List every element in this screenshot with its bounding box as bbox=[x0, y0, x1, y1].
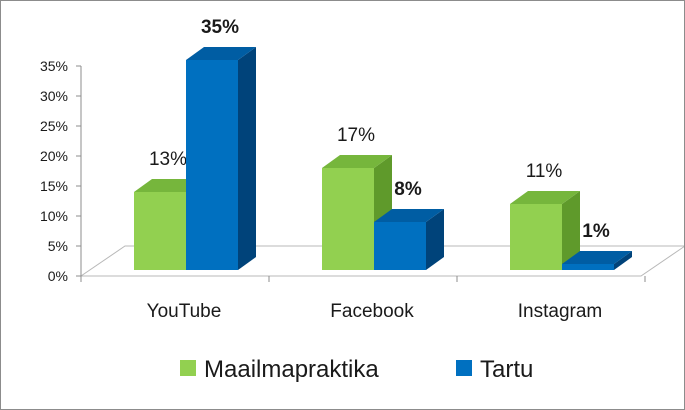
data-label: 1% bbox=[582, 221, 610, 242]
bar-side-face bbox=[238, 47, 256, 270]
bar-top-face bbox=[562, 251, 632, 264]
y-tick-label: 5% bbox=[48, 238, 68, 254]
bar-front-face bbox=[322, 168, 374, 270]
bar-side-face bbox=[426, 209, 444, 270]
bar-top-face bbox=[510, 191, 580, 204]
y-tick-label: 0% bbox=[48, 268, 68, 284]
data-label: 17% bbox=[337, 125, 375, 146]
x-category-label: Facebook bbox=[330, 301, 414, 322]
legend-item-maailmapraktika: Maailmapraktika bbox=[180, 356, 379, 383]
bar-tartu-facebook bbox=[374, 209, 444, 270]
bar-side-face bbox=[614, 251, 632, 270]
legend-label: Tartu bbox=[480, 356, 533, 383]
legend-item-tartu: Tartu bbox=[456, 356, 533, 383]
legend-label: Maailmapraktika bbox=[204, 356, 379, 383]
x-category-label: Instagram bbox=[518, 301, 602, 322]
bar-maailmapraktika-instagram bbox=[510, 191, 580, 270]
data-label: 13% bbox=[149, 149, 187, 170]
y-tick-label: 15% bbox=[40, 178, 68, 194]
y-tick-label: 20% bbox=[40, 148, 68, 164]
x-category-label: YouTube bbox=[147, 301, 222, 322]
bar-tartu-youtube bbox=[186, 47, 256, 270]
bar-front-face bbox=[562, 264, 614, 270]
data-label: 35% bbox=[201, 17, 239, 38]
bar-top-face bbox=[374, 209, 444, 222]
bar-top-face bbox=[322, 155, 392, 168]
data-label: 8% bbox=[394, 179, 422, 200]
bar-front-face bbox=[374, 222, 426, 270]
bar-top-face bbox=[186, 47, 256, 60]
y-tick-label: 30% bbox=[40, 88, 68, 104]
y-tick-label: 10% bbox=[40, 208, 68, 224]
data-label: 11% bbox=[526, 161, 563, 182]
bar-front-face bbox=[134, 192, 186, 270]
y-tick-label: 25% bbox=[40, 118, 68, 134]
bar-side-face bbox=[562, 191, 580, 270]
bar-tartu-instagram bbox=[562, 251, 632, 270]
y-tick-label: 35% bbox=[40, 58, 68, 74]
legend-swatch bbox=[456, 360, 472, 376]
legend-swatch bbox=[180, 360, 196, 376]
bar-front-face bbox=[186, 60, 238, 270]
bar-front-face bbox=[510, 204, 562, 270]
